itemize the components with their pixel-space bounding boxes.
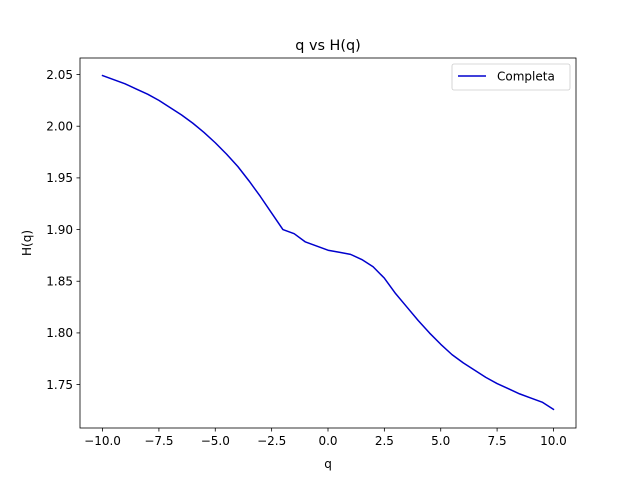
legend: Completa: [451, 63, 571, 91]
plot-area: [101, 74, 555, 411]
y-tick-label: 2.00: [46, 120, 73, 134]
y-tick-label: 1.90: [46, 223, 73, 237]
x-tick-label: −5.0: [201, 434, 230, 448]
x-tick-label: 5.0: [431, 434, 450, 448]
y-tick-label: 2.05: [46, 68, 73, 82]
legend-box: [451, 63, 571, 91]
x-tick-label: 7.5: [488, 434, 507, 448]
y-tick-label: 1.80: [46, 326, 73, 340]
y-axis-label: H(q): [20, 230, 34, 256]
legend-label: Completa: [497, 70, 555, 84]
series-line-completa: [101, 74, 555, 411]
x-tick-label: 2.5: [375, 434, 394, 448]
y-axis-ticks: 1.75 1.80 1.85 1.90 1.95 2.00 2.05: [46, 68, 80, 392]
y-tick-label: 1.75: [46, 378, 73, 392]
chart-title: q vs H(q): [295, 38, 360, 54]
x-tick-label: 10.0: [540, 434, 567, 448]
x-axis-ticks: −10.0 −7.5 −5.0 −2.5 0.0 2.5 5.0 7.5 10.0: [84, 428, 567, 448]
y-tick-label: 1.95: [46, 171, 73, 185]
x-tick-label: −10.0: [84, 434, 121, 448]
x-tick-label: −2.5: [257, 434, 286, 448]
x-tick-label: −7.5: [144, 434, 173, 448]
x-tick-label: 0.0: [318, 434, 337, 448]
y-tick-label: 1.85: [46, 275, 73, 289]
x-axis-label: q: [324, 457, 332, 471]
